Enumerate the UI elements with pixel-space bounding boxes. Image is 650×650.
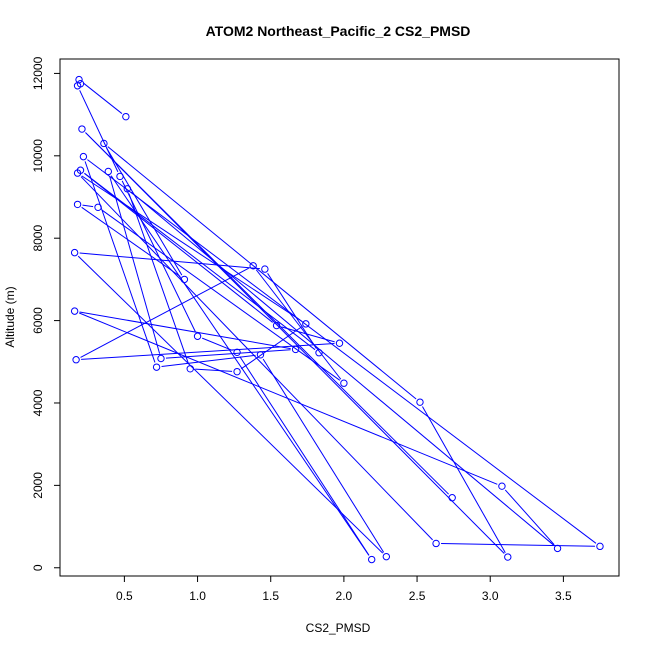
data-point [76,166,85,174]
series-segment [161,354,256,368]
series-segment [82,82,123,114]
x-axis-label: CS2_PMSD [306,621,371,635]
data-point [553,544,562,553]
data-series-lines [77,82,597,556]
series-segment [80,267,249,358]
y-tick-label: 2000 [31,472,45,499]
series-segment [504,489,555,546]
data-point [72,356,80,364]
data-point [367,555,376,564]
data-point [504,553,512,561]
series-segment [80,176,433,541]
data-point [193,332,202,340]
data-point [122,112,130,121]
data-point [233,348,241,357]
x-tick-label: 1.0 [189,589,206,603]
series-segment [84,172,273,323]
series-segment [109,176,161,354]
series-segment [82,204,94,208]
data-point [78,125,86,133]
data-point [596,542,604,551]
data-point [272,321,281,330]
y-axis: 0 2000 4000 6000 8000 10000 12000 [31,56,60,571]
data-series-points [70,75,604,564]
series-segment [255,269,342,380]
chart-title: ATOM2 Northeast_Pacific_2 CS2_PMSD [206,23,471,39]
series-segment [195,368,233,372]
series-segment [84,172,316,351]
series-segment [267,273,317,349]
y-tick-label: 4000 [31,389,45,416]
data-point [498,482,506,490]
series-segment [87,159,597,544]
series-segment [130,191,555,546]
data-point [249,262,257,270]
series-segment [262,358,385,553]
y-tick-label: 8000 [31,225,45,252]
x-tick-label: 3.5 [555,589,572,603]
x-tick-label: 3.0 [482,589,499,603]
series-segment [422,406,506,553]
data-point [100,139,108,148]
data-point [104,167,112,176]
series-segment [201,337,233,351]
series-segment [441,543,595,547]
series-segment [79,252,260,270]
series-segment [101,209,341,381]
data-point [73,82,82,90]
data-point [340,379,348,387]
data-point [79,152,88,161]
data-point [94,203,102,212]
data-point [233,367,241,376]
series-segment [77,255,384,554]
data-point [186,365,194,373]
data-point [302,320,310,328]
data-point [335,339,344,347]
data-point [291,345,300,354]
series-segment [106,147,183,276]
data-point [157,354,165,363]
data-point [261,265,269,273]
data-point [432,539,440,548]
data-point [256,351,265,359]
series-segment [239,356,370,556]
series-segment [79,311,291,350]
y-tick-label: 12000 [31,56,45,90]
series-segment [85,132,449,495]
x-tick-label: 2.0 [336,589,353,603]
data-point [382,552,391,561]
series-segment [128,193,190,365]
x-tick-label: 0.5 [116,589,133,603]
plot-frame [59,58,620,577]
data-point [123,185,132,193]
data-point [75,75,83,84]
y-tick-label: 6000 [31,307,45,334]
data-point [416,398,424,406]
x-tick-label: 1.5 [262,589,279,603]
series-segment [84,161,156,363]
data-point [448,494,456,502]
data-point [180,275,189,284]
data-point [70,248,79,257]
x-axis: 0.5 1.0 1.5 2.0 2.5 3.0 3.5 [116,576,572,603]
data-point [70,307,79,315]
y-tick-label: 0 [31,564,45,571]
series-segment [81,206,181,277]
data-point [116,172,124,181]
series-segment [281,326,335,343]
x-tick-label: 2.5 [409,589,426,603]
data-point [73,200,82,209]
y-axis-label: Altitude (m) [3,286,17,347]
data-point [315,349,323,357]
y-tick-label: 10000 [31,139,45,173]
series-segment [107,146,417,400]
data-point [152,363,161,371]
series-segment [110,175,370,556]
